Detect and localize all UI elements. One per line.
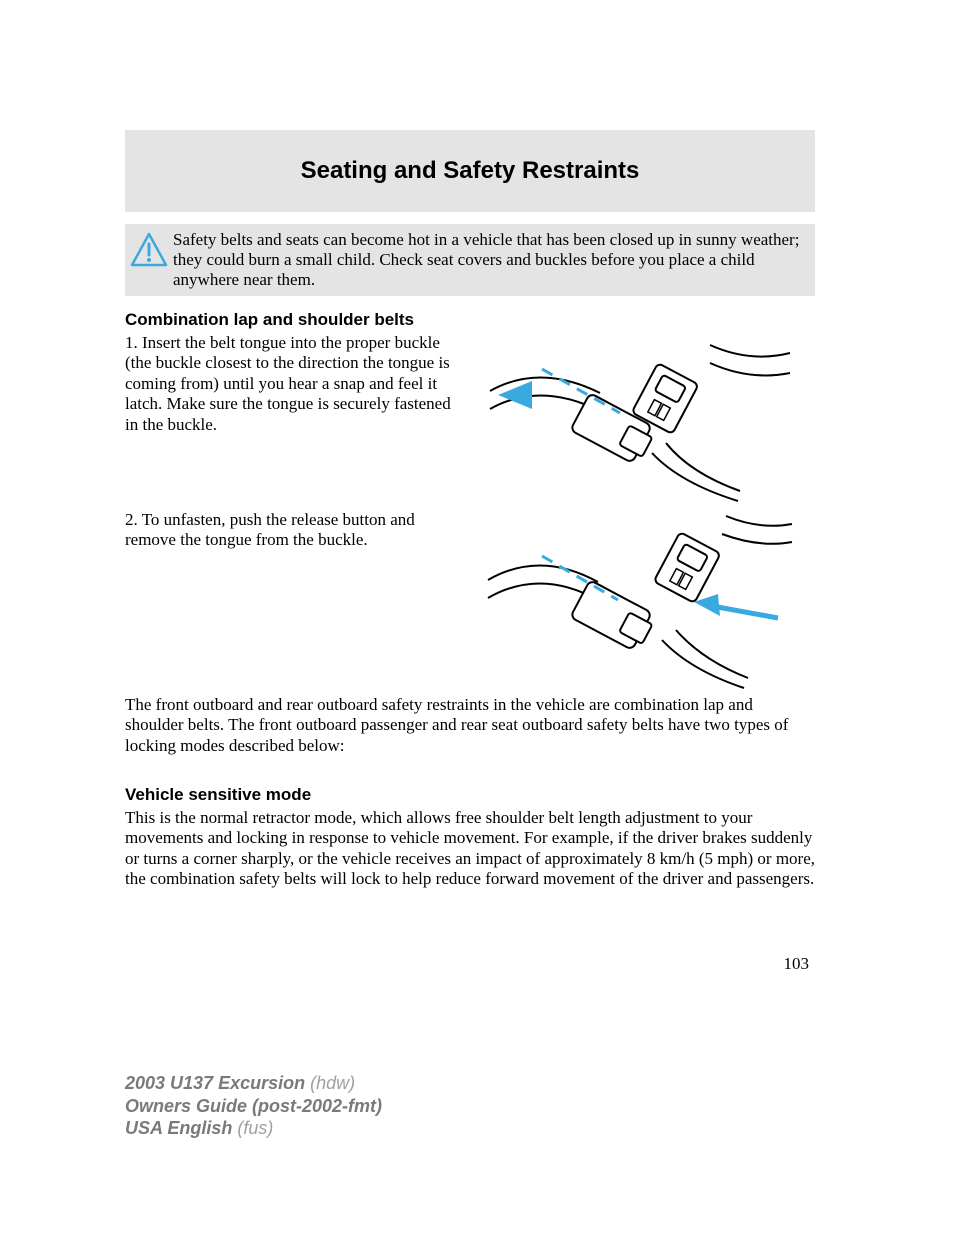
page-root: Seating and Safety Restraints Safety bel… bbox=[0, 0, 954, 1235]
footer-line-2: Owners Guide (post-2002-fmt) bbox=[125, 1095, 382, 1118]
warning-callout: Safety belts and seats can become hot in… bbox=[125, 224, 815, 296]
subheading-combination: Combination lap and shoulder belts bbox=[125, 310, 815, 330]
section-header-title: Seating and Safety Restraints bbox=[301, 157, 640, 185]
footer-line-1: 2003 U137 Excursion (hdw) bbox=[125, 1072, 382, 1095]
arrow-press-icon bbox=[694, 594, 778, 618]
warning-triangle-icon bbox=[129, 230, 169, 270]
footer-block: 2003 U137 Excursion (hdw) Owners Guide (… bbox=[125, 1072, 382, 1140]
footer-lang: USA English bbox=[125, 1118, 237, 1138]
step-1-text: 1. Insert the belt tongue into the prope… bbox=[125, 333, 455, 435]
seatbelt-insert-diagram bbox=[465, 333, 815, 503]
subheading-vehicle-mode: Vehicle sensitive mode bbox=[125, 785, 815, 805]
warning-text: Safety belts and seats can become hot in… bbox=[173, 230, 807, 290]
footer-lang-code: (fus) bbox=[237, 1118, 273, 1138]
footer-model-code: (hdw) bbox=[310, 1073, 355, 1093]
page-number: 103 bbox=[784, 954, 810, 974]
vehicle-mode-paragraph: This is the normal retractor mode, which… bbox=[125, 808, 815, 890]
combo-paragraph: The front outboard and rear outboard saf… bbox=[125, 695, 815, 756]
step-2-text: 2. To unfasten, push the release button … bbox=[125, 510, 455, 551]
footer-line-3: USA English (fus) bbox=[125, 1117, 382, 1140]
seatbelt-release-diagram bbox=[465, 510, 815, 690]
footer-model: 2003 U137 Excursion bbox=[125, 1073, 310, 1093]
section-header-band: Seating and Safety Restraints bbox=[125, 130, 815, 212]
